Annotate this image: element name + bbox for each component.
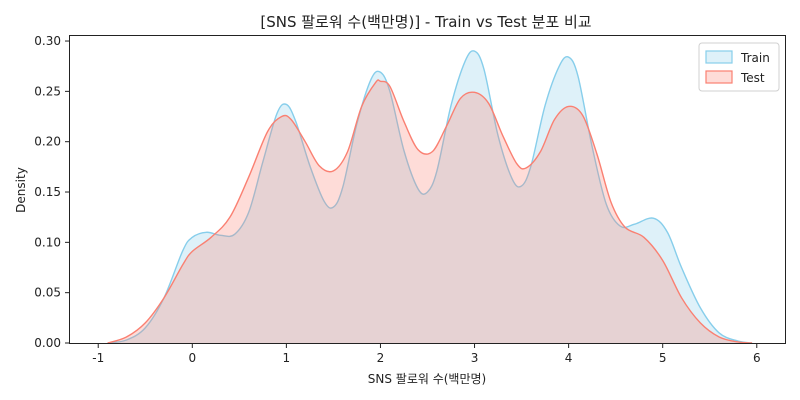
x-axis: -1 0 1 2 3 4 5 6 [92, 343, 761, 365]
y-tick-label: 0.00 [34, 336, 61, 350]
x-tick-label: 1 [283, 351, 291, 365]
series-train-line [107, 50, 753, 344]
y-tick-label: 0.05 [34, 286, 61, 300]
x-axis-label: SNS 팔로워 수(백만명) [368, 372, 486, 386]
y-axis-label: Density [14, 167, 28, 213]
series-test-line [107, 79, 753, 344]
legend-swatch-train [705, 50, 733, 64]
y-tick-label: 0.20 [34, 135, 61, 149]
legend-swatch-test [705, 70, 733, 84]
series-layer [107, 50, 753, 344]
x-tick-label: 2 [377, 351, 385, 365]
y-tick-label: 0.30 [34, 34, 61, 48]
legend-label-train: Train [740, 51, 770, 65]
y-tick-label: 0.15 [34, 185, 61, 199]
plot-frame [69, 35, 786, 344]
legend-label-test: Test [740, 71, 765, 85]
chart-title: [SNS 팔로워 수(백만명)] - Train vs Test 분포 비교 [260, 13, 591, 31]
y-tick-label: 0.25 [34, 84, 61, 98]
series-train-area [107, 50, 753, 344]
legend-box [698, 42, 780, 92]
y-tick-label: 0.10 [34, 235, 61, 249]
series-test-area [107, 79, 753, 343]
x-tick-label: 4 [565, 351, 573, 365]
x-tick-label: 5 [659, 351, 667, 365]
x-tick-label: -1 [92, 351, 104, 365]
x-tick-label: 0 [188, 351, 196, 365]
y-axis: 0.00 0.05 0.10 0.15 0.20 0.25 0.30 [34, 34, 70, 350]
legend: Train Test [698, 42, 780, 92]
x-tick-label: 3 [471, 351, 479, 365]
x-tick-label: 6 [753, 351, 761, 365]
